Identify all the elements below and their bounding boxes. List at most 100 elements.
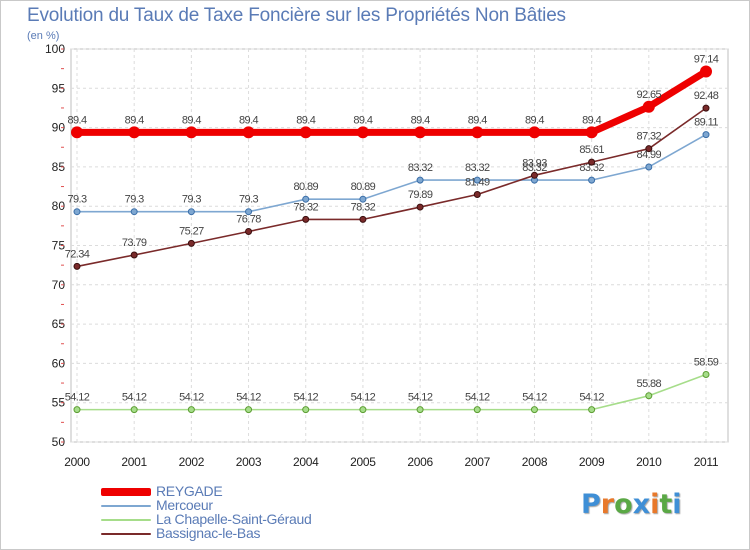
data-label: 89.4 <box>468 114 487 126</box>
data-label: 78.32 <box>293 201 318 213</box>
data-point <box>359 195 367 203</box>
logo-letter: o <box>614 489 633 520</box>
series-line <box>76 373 707 411</box>
legend-swatch <box>101 488 151 496</box>
data-point <box>645 392 653 400</box>
logo-letter: t <box>659 489 673 520</box>
x-tick-label: 2002 <box>179 455 205 469</box>
data-point <box>359 406 367 414</box>
data-label: 79.3 <box>182 194 201 206</box>
data-point <box>645 145 653 153</box>
logo-letter: x <box>632 489 651 520</box>
y-tick-label: 95 <box>52 81 66 95</box>
legend-item: Bassignac-le-Bas <box>101 525 401 541</box>
data-label: 89.4 <box>182 114 201 126</box>
unit-label: (en %) <box>27 30 60 42</box>
legend-item: Mercoeur <box>101 497 401 513</box>
data-point <box>416 176 424 184</box>
data-point <box>702 370 710 378</box>
proxiti-logo: Proxiti <box>581 489 682 520</box>
data-point <box>702 104 710 112</box>
y-tick-label: 70 <box>52 278 66 292</box>
data-point <box>530 171 538 179</box>
data-label: 54.12 <box>579 392 604 404</box>
x-tick-label: 2009 <box>579 455 605 469</box>
data-point <box>73 208 81 216</box>
x-tick-label: 2008 <box>522 455 548 469</box>
data-point <box>130 406 138 414</box>
data-point <box>130 208 138 216</box>
data-label: 80.89 <box>351 181 376 193</box>
legend-item: REYGADE <box>101 483 401 499</box>
data-point <box>414 126 427 139</box>
data-label: 79.3 <box>239 194 258 206</box>
data-point <box>128 126 141 139</box>
data-point <box>416 406 424 414</box>
data-point <box>356 126 369 139</box>
legend-swatch <box>101 533 151 535</box>
x-tick-label: 2006 <box>407 455 433 469</box>
data-label: 97.14 <box>694 53 719 65</box>
data-label: 85.61 <box>579 144 604 156</box>
data-point <box>242 126 255 139</box>
data-label: 73.79 <box>122 237 147 249</box>
legend-label: Bassignac-le-Bas <box>156 525 261 541</box>
y-tick-label: 85 <box>52 160 66 174</box>
data-point <box>299 126 312 139</box>
logo-letter: i <box>672 489 682 520</box>
data-point <box>71 126 83 139</box>
data-point <box>187 406 195 414</box>
data-label: 76.78 <box>236 214 261 226</box>
legend-item: La Chapelle-Saint-Géraud <box>101 511 401 527</box>
data-point <box>302 215 310 223</box>
data-label: 83.32 <box>465 162 490 174</box>
data-label: 89.4 <box>67 114 86 126</box>
data-label: 58.59 <box>694 356 719 368</box>
data-label: 54.12 <box>293 392 318 404</box>
series-line <box>76 107 707 268</box>
data-point <box>245 406 253 414</box>
data-point <box>130 251 138 259</box>
data-point <box>588 176 596 184</box>
x-tick-label: 2000 <box>64 455 90 469</box>
line-chart: 50 55 60 65 70 75 80 85 90 95 100 2000 2001 2002 2003 2… <box>45 42 729 469</box>
data-label: 83.32 <box>579 162 604 174</box>
data-label: 78.32 <box>351 201 376 213</box>
legend: REYGADE Mercoeur La Chapelle-Saint-Géraud B… <box>101 483 401 541</box>
data-point <box>645 163 653 171</box>
data-point <box>73 406 81 414</box>
data-point <box>642 100 655 113</box>
data-point <box>416 203 424 211</box>
data-label: 54.12 <box>465 392 490 404</box>
x-tick-label: 2003 <box>236 455 262 469</box>
legend-label: La Chapelle-Saint-Géraud <box>156 511 312 527</box>
y-tick-label: 55 <box>52 396 66 410</box>
chart-title: Evolution du Taux de Taxe Foncière sur l… <box>27 5 566 26</box>
y-tick-label: 100 <box>45 42 65 56</box>
data-label: 54.12 <box>236 392 261 404</box>
data-label: 54.12 <box>522 392 547 404</box>
data-label: 72.34 <box>65 248 90 260</box>
data-point <box>245 208 253 216</box>
data-label: 54.12 <box>351 392 376 404</box>
data-point <box>700 65 712 78</box>
data-label: 89.4 <box>582 114 601 126</box>
x-tick-label: 2011 <box>694 455 719 469</box>
y-tick-label: 75 <box>52 239 66 253</box>
data-point <box>702 131 710 139</box>
legend-label: Mercoeur <box>156 497 213 513</box>
data-label: 89.4 <box>411 114 430 126</box>
data-label: 87.32 <box>637 131 662 143</box>
data-point <box>187 208 195 216</box>
data-point <box>473 190 481 198</box>
data-label: 89.4 <box>525 114 544 126</box>
x-tick-label: 2004 <box>293 455 319 469</box>
data-point <box>302 406 310 414</box>
data-label: 83.93 <box>522 157 547 169</box>
data-label: 84.99 <box>637 149 662 161</box>
data-label: 92.65 <box>637 89 662 101</box>
data-label: 89.4 <box>296 114 315 126</box>
legend-swatch <box>101 505 151 507</box>
data-point <box>359 215 367 223</box>
